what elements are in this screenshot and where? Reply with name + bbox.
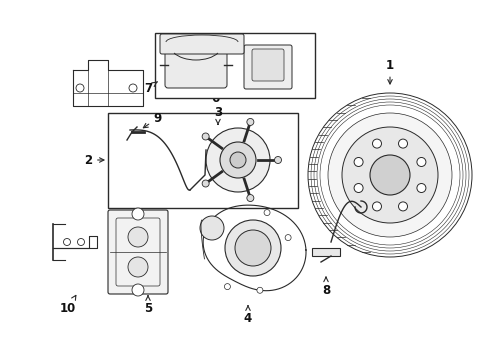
FancyBboxPatch shape bbox=[108, 210, 168, 294]
Circle shape bbox=[202, 180, 209, 187]
Circle shape bbox=[256, 287, 263, 293]
Circle shape bbox=[235, 230, 270, 266]
Circle shape bbox=[132, 208, 143, 220]
Circle shape bbox=[416, 184, 425, 193]
Circle shape bbox=[128, 257, 148, 277]
Circle shape bbox=[398, 202, 407, 211]
Circle shape bbox=[341, 127, 437, 223]
Circle shape bbox=[285, 235, 290, 240]
Text: 8: 8 bbox=[321, 277, 329, 297]
Text: 3: 3 bbox=[214, 105, 222, 124]
Bar bbox=[311, 248, 339, 256]
Circle shape bbox=[372, 202, 381, 211]
Circle shape bbox=[372, 139, 381, 148]
Bar bbox=[155, 33, 314, 98]
FancyBboxPatch shape bbox=[244, 45, 291, 89]
FancyBboxPatch shape bbox=[251, 49, 284, 81]
Circle shape bbox=[205, 128, 269, 192]
Circle shape bbox=[246, 118, 253, 125]
Circle shape bbox=[129, 84, 137, 92]
Circle shape bbox=[220, 142, 256, 178]
Text: 10: 10 bbox=[60, 296, 76, 315]
Text: 1: 1 bbox=[385, 59, 393, 84]
Circle shape bbox=[128, 227, 148, 247]
Circle shape bbox=[327, 113, 451, 237]
FancyBboxPatch shape bbox=[160, 34, 244, 54]
Circle shape bbox=[353, 157, 363, 166]
Text: 9: 9 bbox=[143, 112, 162, 128]
Bar bbox=[108, 113, 297, 208]
Circle shape bbox=[229, 152, 245, 168]
Text: 5: 5 bbox=[143, 296, 152, 315]
Text: 6: 6 bbox=[183, 91, 219, 104]
Circle shape bbox=[416, 157, 425, 166]
Circle shape bbox=[76, 84, 84, 92]
Circle shape bbox=[246, 194, 253, 202]
Circle shape bbox=[132, 284, 143, 296]
Text: 4: 4 bbox=[244, 306, 252, 324]
Circle shape bbox=[77, 239, 84, 246]
Text: 2: 2 bbox=[84, 153, 104, 166]
Circle shape bbox=[202, 133, 209, 140]
Circle shape bbox=[63, 239, 70, 246]
Text: 7: 7 bbox=[143, 81, 157, 95]
Circle shape bbox=[398, 139, 407, 148]
FancyBboxPatch shape bbox=[164, 47, 226, 88]
Circle shape bbox=[224, 220, 281, 276]
Circle shape bbox=[264, 210, 269, 216]
Circle shape bbox=[353, 184, 363, 193]
Circle shape bbox=[369, 155, 409, 195]
Circle shape bbox=[200, 216, 224, 240]
Circle shape bbox=[224, 284, 230, 289]
Circle shape bbox=[274, 157, 281, 163]
